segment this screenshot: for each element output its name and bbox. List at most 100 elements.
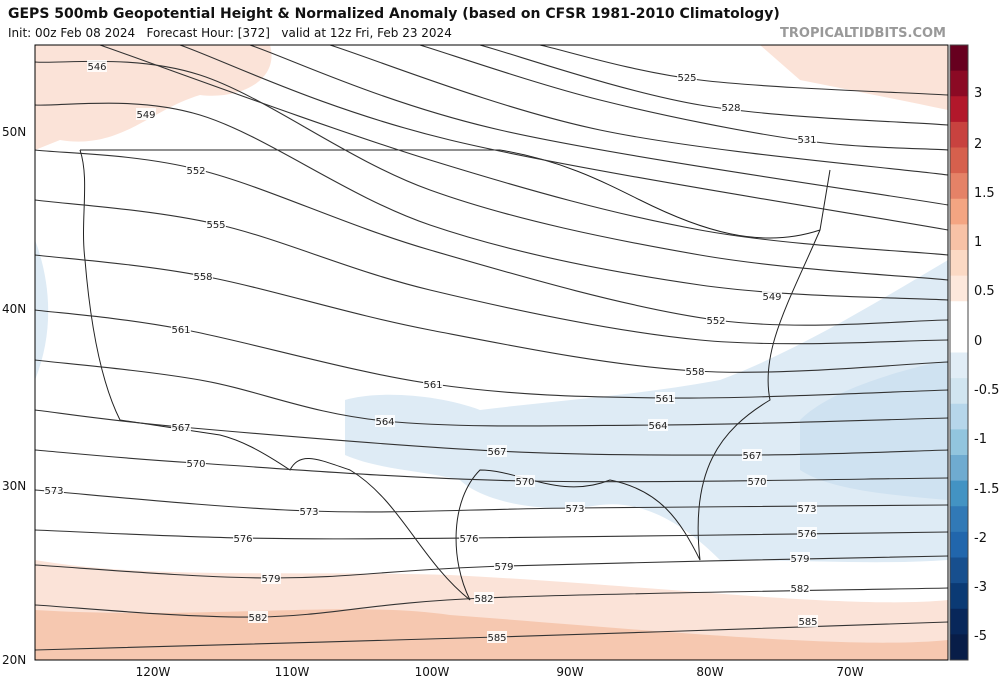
colorbar-label: 3 bbox=[974, 86, 982, 101]
colorbar-swatch bbox=[950, 352, 968, 379]
contour-label: 573 bbox=[797, 504, 816, 515]
anomaly-positive bbox=[760, 45, 948, 110]
contour-label-bg bbox=[494, 560, 514, 572]
contour-line bbox=[34, 60, 949, 281]
colorbar-swatch bbox=[950, 480, 968, 507]
contour-label: 579 bbox=[790, 554, 809, 565]
longitude-label: 110W bbox=[275, 665, 310, 679]
contour-label: 549 bbox=[762, 292, 781, 303]
contour-label: 570 bbox=[515, 477, 534, 488]
contour-label: 579 bbox=[494, 562, 513, 573]
colorbar-swatch bbox=[950, 147, 968, 174]
contour-label-bg bbox=[44, 484, 64, 496]
contour-label: 573 bbox=[299, 507, 318, 518]
contour-label-bg bbox=[655, 392, 675, 404]
contour-label: 582 bbox=[474, 594, 493, 605]
contour-line bbox=[34, 529, 949, 540]
contour-line bbox=[34, 587, 949, 618]
contour-label-bg bbox=[706, 314, 726, 326]
contour-label: 570 bbox=[186, 459, 205, 470]
contour-label-bg bbox=[171, 421, 191, 433]
contour-label-bg bbox=[136, 108, 156, 120]
colorbar-swatch bbox=[950, 224, 968, 251]
contour-label: 576 bbox=[233, 534, 252, 545]
contour-label-bg bbox=[798, 615, 818, 627]
contour-label: 576 bbox=[459, 534, 478, 545]
contour-label: 564 bbox=[648, 421, 667, 432]
contour-label-bg bbox=[186, 457, 206, 469]
contour-label: 573 bbox=[44, 486, 63, 497]
colorbar-swatch bbox=[950, 583, 968, 610]
colorbar-swatch bbox=[950, 70, 968, 97]
contour-label-bg bbox=[423, 378, 443, 390]
contour-label-bg bbox=[742, 449, 762, 461]
contour-label-bg bbox=[459, 532, 479, 544]
contour-label: 561 bbox=[171, 325, 190, 336]
contour-label: 564 bbox=[375, 417, 394, 428]
contour-label-layer: 546 549 552 555 558 561 567 570 573 573 576 579 582 5… bbox=[44, 60, 818, 644]
contour-label-bg bbox=[648, 419, 668, 431]
contour-label-bg bbox=[299, 505, 319, 517]
contour-label-bg bbox=[248, 611, 268, 623]
colorbar-swatch bbox=[950, 506, 968, 533]
colorbar-label: -1 bbox=[974, 432, 987, 447]
contour-label: 582 bbox=[248, 613, 267, 624]
longitude-label: 70W bbox=[836, 665, 863, 679]
contour-label-bg bbox=[193, 270, 213, 282]
contour-label: 549 bbox=[136, 110, 155, 121]
colorbar-label: -3 bbox=[974, 580, 987, 595]
contour-label: 552 bbox=[186, 166, 205, 177]
coastline bbox=[79, 149, 831, 601]
contour-label: 573 bbox=[565, 504, 584, 515]
contour-label: 561 bbox=[423, 380, 442, 391]
contour-label-bg bbox=[685, 365, 705, 377]
longitude-label: 80W bbox=[696, 665, 723, 679]
colorbar-swatch bbox=[950, 429, 968, 456]
contour-label: 558 bbox=[193, 272, 212, 283]
contour-label: 570 bbox=[747, 477, 766, 488]
anomaly-negative bbox=[35, 240, 49, 380]
colorbar-swatch bbox=[950, 45, 968, 72]
colorbar-label: -1.5 bbox=[974, 482, 999, 497]
colorbar-swatch bbox=[950, 378, 968, 405]
contour-label-bg bbox=[790, 552, 810, 564]
contour-label: 579 bbox=[261, 574, 280, 585]
contour-label-bg bbox=[565, 502, 585, 514]
subtitle: Init: 00z Feb 08 2024 Forecast Hour: [37… bbox=[8, 26, 452, 40]
contour-label: 555 bbox=[206, 220, 225, 231]
contour-label-bg bbox=[171, 323, 191, 335]
contour-label: 582 bbox=[790, 584, 809, 595]
colorbar-label: 0 bbox=[974, 334, 982, 349]
longitude-label: 100W bbox=[415, 665, 450, 679]
colorbar-swatch bbox=[950, 275, 968, 302]
contour-line bbox=[34, 254, 949, 373]
contour-label: 558 bbox=[685, 367, 704, 378]
colorbar-swatch bbox=[950, 403, 968, 430]
contour-label-bg bbox=[233, 532, 253, 544]
contour-label-bg bbox=[87, 60, 107, 72]
colorbar-swatch bbox=[950, 96, 968, 123]
colorbar-label: -2 bbox=[974, 531, 987, 546]
colorbar-label: 1 bbox=[974, 235, 982, 250]
longitude-label: 120W bbox=[136, 665, 171, 679]
contour-label: 531 bbox=[797, 135, 816, 146]
contour-label-bg bbox=[487, 631, 507, 643]
map-frame bbox=[34, 44, 949, 661]
contour-label: 567 bbox=[487, 447, 506, 458]
contour-label: 585 bbox=[798, 617, 817, 628]
map-area: 546 549 552 555 558 561 567 570 573 573 576 579 582 5… bbox=[34, 44, 949, 661]
colorbar-swatch bbox=[950, 531, 968, 558]
contour-label-bg bbox=[515, 475, 535, 487]
colorbar-label: 2 bbox=[974, 137, 982, 152]
contour-label-bg bbox=[375, 415, 395, 427]
contour-label: 585 bbox=[487, 633, 506, 644]
longitude-label: 90W bbox=[556, 665, 583, 679]
contour-label: 546 bbox=[87, 62, 106, 73]
contour-line bbox=[249, 44, 949, 206]
contour-label-bg bbox=[797, 502, 817, 514]
colorbar-swatch bbox=[950, 634, 968, 661]
colorbar-swatch bbox=[950, 250, 968, 277]
contour-label-bg bbox=[797, 527, 817, 539]
contour-label: 525 bbox=[677, 73, 696, 84]
contour-line bbox=[179, 44, 949, 231]
